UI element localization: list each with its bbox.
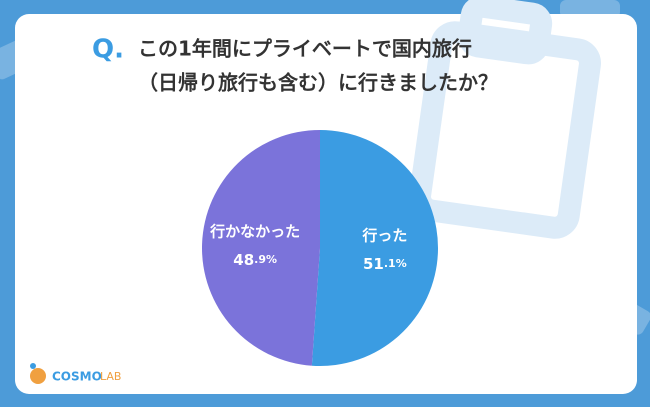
question-marker: Q. <box>92 35 124 65</box>
chart-title-line: この1年間にプライベートで国内旅行 <box>138 37 472 61</box>
logo-icon <box>30 368 46 384</box>
pie-slice <box>311 130 439 366</box>
suitcase-decoration <box>409 0 601 239</box>
pie-slice <box>202 130 320 366</box>
slice-label: 行かなかった <box>209 222 300 240</box>
logo: COSMO LAB <box>30 363 121 384</box>
chart-title-line: （日帰り旅行も含む）に行きましたか？ <box>138 71 498 95</box>
logo-text: LAB <box>100 370 121 383</box>
pie: 行った 51.1% 行かなかった 48.9% <box>202 130 439 366</box>
slice-value-label: 48.9% <box>233 250 277 268</box>
logo-text: COSMO <box>52 370 102 384</box>
slice-label: 行った <box>361 227 407 245</box>
slice-value-label: 51.1% <box>363 255 407 273</box>
logo-icon <box>30 363 36 369</box>
